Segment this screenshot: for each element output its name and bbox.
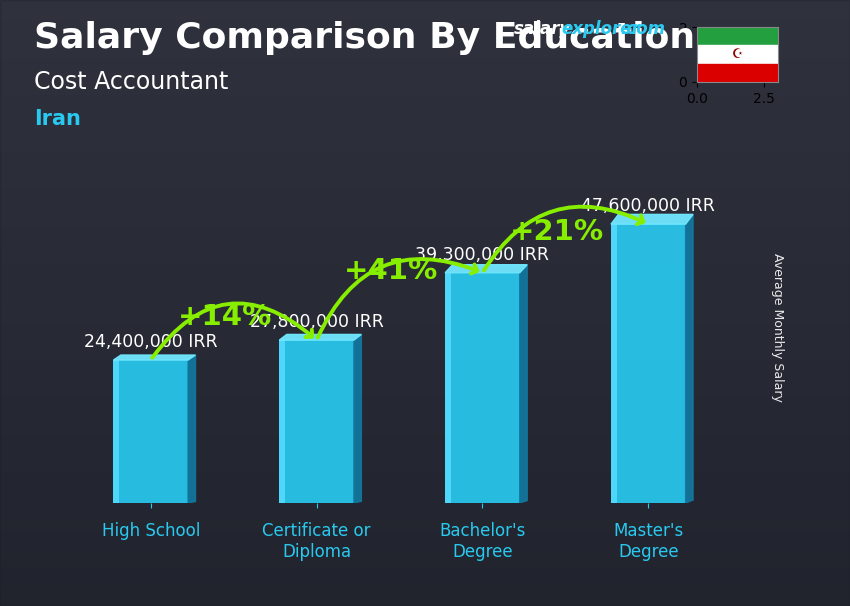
Polygon shape [280,335,361,340]
Bar [697,45,778,64]
Text: 27,800,000 IRR: 27,800,000 IRR [250,313,383,331]
Polygon shape [686,215,693,503]
Text: Salary Comparison By Education: Salary Comparison By Education [34,21,695,55]
Text: +41%: +41% [344,257,439,285]
Polygon shape [611,215,693,224]
Bar [697,64,778,82]
Text: Cost Accountant: Cost Accountant [34,70,229,94]
Text: 24,400,000 IRR: 24,400,000 IRR [84,333,218,351]
Polygon shape [445,265,527,273]
Text: +21%: +21% [510,218,604,247]
Polygon shape [519,265,527,503]
Text: Average Monthly Salary: Average Monthly Salary [771,253,785,402]
Bar [280,340,286,503]
Text: .com: .com [620,20,666,38]
Bar [113,360,119,503]
Bar [445,273,519,503]
Bar [280,340,354,503]
Text: +14%: +14% [178,302,273,331]
Text: Iran: Iran [34,109,81,129]
Bar [697,27,778,45]
Bar [611,224,617,503]
Text: 39,300,000 IRR: 39,300,000 IRR [416,246,549,264]
Text: ☪: ☪ [732,48,743,61]
Polygon shape [188,355,196,503]
Text: 47,600,000 IRR: 47,600,000 IRR [581,198,715,215]
Text: explorer: explorer [561,20,640,38]
Bar [611,224,686,503]
Polygon shape [113,355,196,360]
Text: salary: salary [514,20,571,38]
Polygon shape [354,335,361,503]
Bar [113,360,188,503]
Bar [445,273,451,503]
